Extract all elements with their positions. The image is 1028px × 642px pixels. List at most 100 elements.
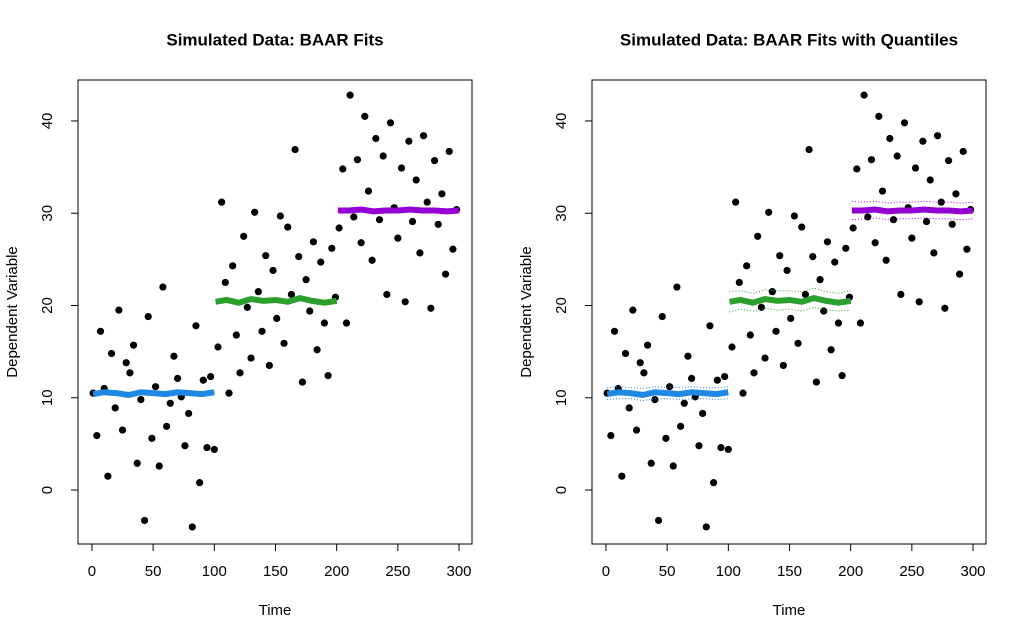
data-point: [251, 208, 259, 216]
data-point: [225, 389, 233, 397]
data-point: [684, 352, 692, 360]
data-point: [735, 278, 743, 287]
quantile-upper: [729, 287, 851, 295]
data-point: [746, 331, 754, 339]
data-point: [254, 288, 262, 296]
data-point: [860, 91, 868, 99]
data-point: [140, 516, 149, 525]
data-point: [871, 239, 879, 247]
data-point: [787, 314, 795, 323]
data-point: [952, 190, 960, 198]
x-tick-label: 0: [88, 563, 96, 580]
data-point: [434, 220, 442, 228]
data-point: [713, 376, 721, 384]
fit-line: [851, 206, 974, 215]
data-point: [192, 322, 200, 330]
data-point: [342, 319, 351, 327]
data-point: [897, 290, 905, 299]
data-point: [665, 383, 674, 391]
data-point: [306, 307, 314, 315]
data-point: [955, 270, 964, 278]
data-point: [364, 187, 373, 195]
data-point: [669, 462, 677, 470]
data-point: [328, 244, 336, 252]
data-point: [438, 190, 446, 198]
data-point: [122, 359, 130, 367]
data-point: [243, 303, 251, 311]
data-point: [856, 319, 865, 327]
data-point: [115, 306, 123, 314]
data-point: [394, 234, 402, 242]
y-tick-label: 0: [553, 486, 570, 494]
quantile-lower: [607, 398, 729, 402]
x-tick-label: 300: [447, 563, 472, 580]
data-point: [449, 245, 457, 253]
x-tick-label: 150: [777, 563, 802, 580]
data-point: [236, 369, 244, 377]
data-point: [930, 249, 938, 257]
quantile-upper: [607, 386, 729, 390]
fit-line: [606, 389, 729, 399]
data-point: [166, 399, 174, 407]
data-point: [339, 165, 347, 173]
data-point: [346, 91, 354, 99]
data-point: [772, 327, 780, 335]
x-tick-label: 250: [385, 563, 410, 580]
data-point: [838, 372, 846, 380]
data-point: [273, 314, 281, 323]
data-point: [361, 112, 369, 120]
data-point: [181, 442, 189, 450]
data-point: [908, 234, 916, 242]
data-point: [229, 262, 237, 270]
data-point: [383, 290, 391, 299]
data-point: [900, 119, 909, 127]
data-point: [313, 346, 321, 354]
data-point: [93, 431, 101, 440]
y-tick-label: 30: [39, 205, 56, 222]
data-point: [790, 212, 798, 220]
data-point: [680, 399, 688, 407]
data-point: [699, 409, 707, 418]
data-point: [893, 152, 901, 160]
data-point: [798, 223, 806, 231]
data-point: [765, 208, 773, 216]
data-point: [129, 341, 138, 349]
data-point: [702, 523, 710, 531]
data-point: [214, 343, 222, 351]
data-point: [423, 198, 431, 206]
data-point: [761, 354, 769, 362]
data-point: [695, 442, 703, 450]
data-point: [155, 462, 163, 470]
data-point: [221, 278, 229, 287]
data-point: [963, 245, 971, 253]
data-point: [706, 322, 714, 330]
chart-title: Simulated Data: BAAR Fits: [166, 30, 383, 49]
data-point: [357, 239, 365, 247]
data-point: [148, 434, 156, 442]
x-tick-label: 200: [838, 563, 863, 580]
data-point: [265, 361, 273, 370]
data-point: [882, 256, 890, 264]
data-point: [210, 445, 218, 454]
data-point: [816, 276, 824, 284]
data-point: [408, 217, 417, 226]
quantile-upper: [851, 200, 974, 204]
x-tick-label: 250: [899, 563, 924, 580]
data-point: [933, 132, 942, 140]
data-point: [739, 389, 747, 397]
quantile-lower: [851, 217, 974, 221]
data-point: [291, 145, 299, 154]
data-point: [911, 164, 920, 172]
data-point: [710, 479, 718, 487]
data-point: [812, 378, 821, 386]
data-point: [401, 298, 409, 306]
data-point: [276, 212, 284, 220]
data-point: [269, 266, 277, 275]
data-point: [335, 224, 343, 232]
data-point: [203, 443, 211, 452]
fit-line: [215, 295, 338, 306]
data-point: [610, 327, 619, 335]
data-point: [849, 224, 857, 232]
data-point: [647, 459, 655, 467]
data-point: [258, 327, 266, 335]
